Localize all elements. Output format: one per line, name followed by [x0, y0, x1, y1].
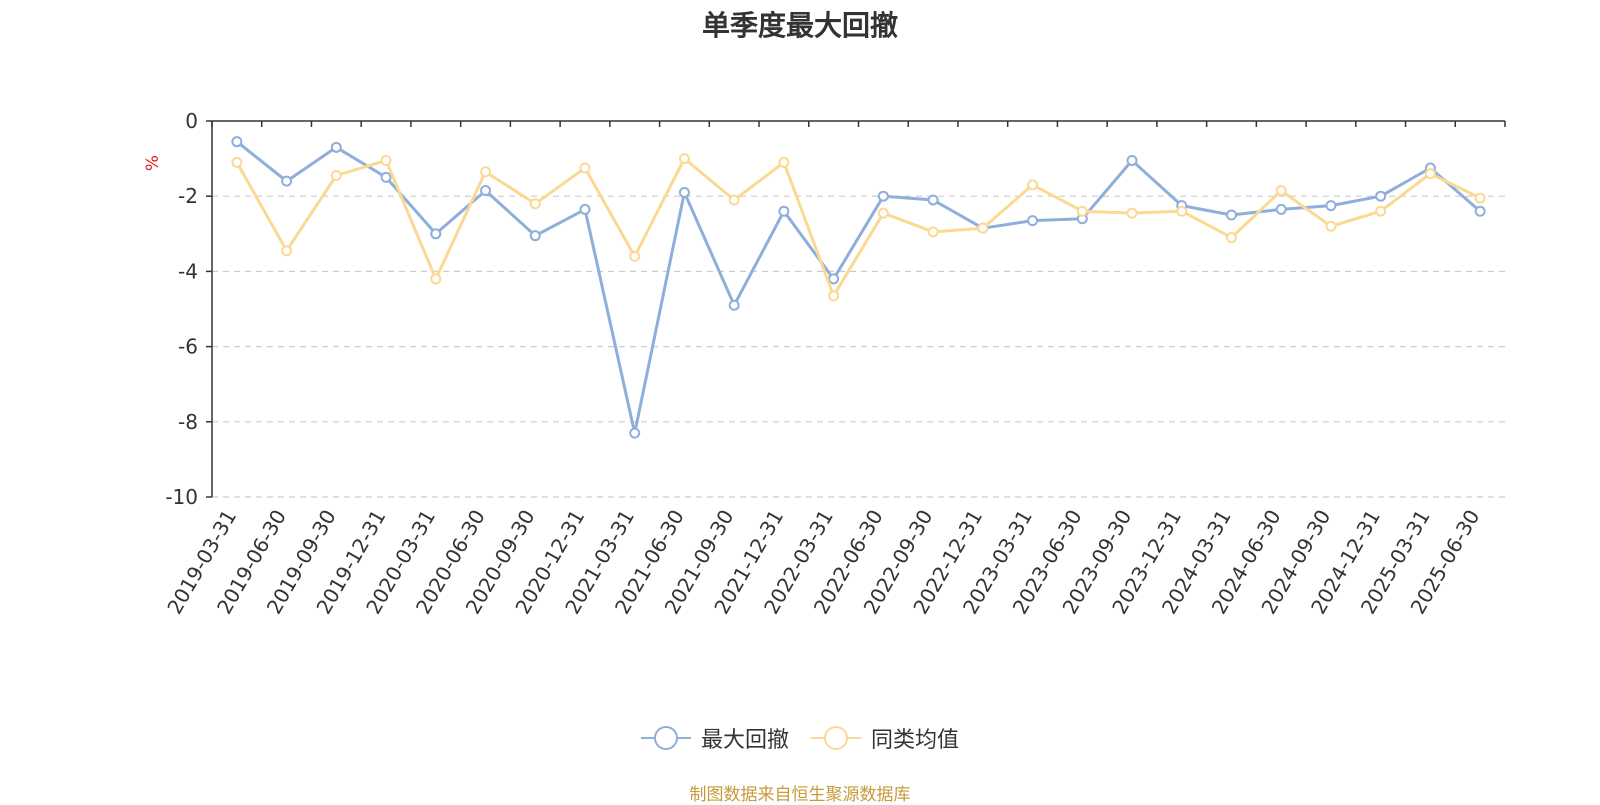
data-point — [1474, 192, 1486, 204]
data-point — [1375, 190, 1387, 202]
data-point — [430, 273, 442, 285]
y-tick-label: -6 — [178, 335, 198, 359]
data-point — [927, 226, 939, 238]
y-tick-label: -10 — [165, 485, 198, 509]
data-point — [1027, 179, 1039, 191]
data-point — [728, 194, 740, 206]
data-point — [1375, 205, 1387, 217]
data-point — [877, 207, 889, 219]
data-point — [678, 153, 690, 165]
data-point — [231, 156, 243, 168]
series-1 — [231, 153, 1486, 302]
y-axis-label: % — [143, 155, 163, 171]
legend-swatch-icon — [811, 726, 861, 750]
data-point — [927, 194, 939, 206]
chart-title: 单季度最大回撤 — [701, 9, 898, 42]
legend-label: 最大回撤 — [700, 728, 789, 753]
data-point — [480, 166, 492, 178]
data-point — [430, 228, 442, 240]
data-point — [977, 222, 989, 234]
y-tick-label: -8 — [178, 410, 198, 434]
data-point — [877, 190, 889, 202]
data-point — [380, 154, 392, 166]
source-note: 制图数据来自恒生聚源数据库 — [689, 785, 911, 805]
legend-label: 同类均值 — [871, 728, 960, 753]
data-point — [728, 299, 740, 311]
data-point — [629, 250, 641, 262]
data-point — [1027, 215, 1039, 227]
series-line-1 — [235, 157, 1481, 298]
data-point — [778, 205, 790, 217]
legend-item-1: 同类均值 — [811, 722, 959, 754]
data-point — [1325, 220, 1337, 232]
data-point — [1424, 168, 1436, 180]
data-point — [778, 156, 790, 168]
series-lines — [231, 136, 1486, 439]
data-point — [579, 203, 591, 215]
data-point — [1275, 185, 1287, 197]
data-point — [330, 170, 342, 182]
data-point — [678, 186, 690, 198]
data-point — [579, 162, 591, 174]
y-tick-label: -4 — [178, 259, 198, 283]
axes: 0-2-4-6-8-102019-03-312019-06-302019-09-… — [162, 109, 1506, 618]
legend-item-0: 最大回撤 — [640, 722, 789, 754]
data-point — [1225, 209, 1237, 221]
data-point — [330, 141, 342, 153]
data-point — [281, 245, 293, 257]
data-point — [480, 185, 492, 197]
legend: 最大回撤 同类均值 — [0, 722, 1600, 754]
series-0 — [231, 136, 1486, 439]
data-point — [1474, 205, 1486, 217]
data-point — [1176, 205, 1188, 217]
data-point — [828, 290, 840, 302]
data-point — [1126, 207, 1138, 219]
data-point — [1126, 154, 1138, 166]
data-point — [231, 136, 243, 148]
data-point — [1076, 205, 1088, 217]
data-point — [828, 273, 840, 285]
data-point — [629, 427, 641, 439]
series-line-0 — [235, 140, 1482, 435]
data-point — [1225, 232, 1237, 244]
data-point — [529, 230, 541, 242]
data-point — [1325, 200, 1337, 212]
y-tick-label: 0 — [185, 109, 198, 133]
data-point — [380, 171, 392, 183]
grid-lines — [212, 195, 1505, 498]
data-point — [281, 175, 293, 187]
y-tick-label: -2 — [178, 184, 198, 208]
data-point — [1275, 203, 1287, 215]
data-point — [529, 198, 541, 210]
legend-swatch-icon — [640, 726, 691, 750]
